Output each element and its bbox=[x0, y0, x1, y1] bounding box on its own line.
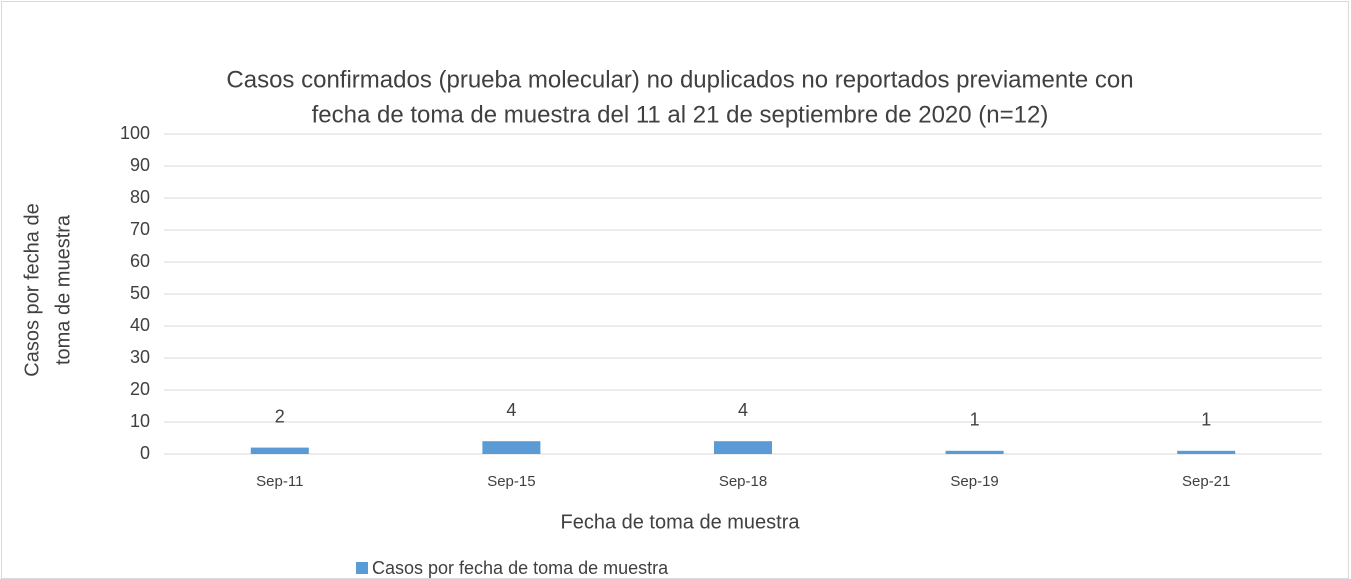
chart-title: fecha de toma de muestra del 11 al 21 de… bbox=[312, 101, 1049, 128]
y-tick-label: 80 bbox=[130, 187, 150, 207]
y-tick-label: 20 bbox=[130, 379, 150, 399]
y-tick-label: 40 bbox=[130, 315, 150, 335]
y-axis-label: toma de muestra bbox=[52, 214, 74, 365]
x-tick-label: Sep-18 bbox=[719, 473, 767, 490]
y-tick-label: 100 bbox=[120, 123, 150, 143]
bar bbox=[945, 450, 1004, 454]
bar bbox=[1177, 450, 1236, 454]
y-tick-label: 90 bbox=[130, 155, 150, 175]
y-tick-label: 50 bbox=[130, 283, 150, 303]
data-label: 4 bbox=[738, 400, 748, 420]
y-axis-label: Casos por fecha de bbox=[21, 203, 43, 376]
y-tick-label: 0 bbox=[140, 443, 150, 463]
y-tick-label: 30 bbox=[130, 347, 150, 367]
bar bbox=[714, 441, 772, 454]
y-tick-label: 60 bbox=[130, 251, 150, 271]
y-tick-label: 70 bbox=[130, 219, 150, 239]
data-label: 1 bbox=[970, 410, 980, 430]
x-tick-label: Sep-21 bbox=[1182, 473, 1230, 490]
legend-swatch bbox=[356, 562, 368, 574]
bar bbox=[250, 447, 309, 454]
x-tick-label: Sep-15 bbox=[487, 473, 535, 490]
legend-label: Casos por fecha de toma de muestra bbox=[372, 558, 669, 578]
data-label: 2 bbox=[275, 406, 285, 426]
chart-title: Casos confirmados (prueba molecular) no … bbox=[226, 66, 1133, 93]
bar bbox=[482, 441, 541, 454]
y-tick-label: 10 bbox=[130, 411, 150, 431]
data-label: 1 bbox=[1201, 410, 1211, 430]
x-tick-label: Sep-11 bbox=[256, 473, 303, 490]
x-tick-label: Sep-19 bbox=[950, 473, 998, 490]
data-label: 4 bbox=[506, 400, 516, 420]
x-axis-label: Fecha de toma de muestra bbox=[560, 511, 800, 533]
